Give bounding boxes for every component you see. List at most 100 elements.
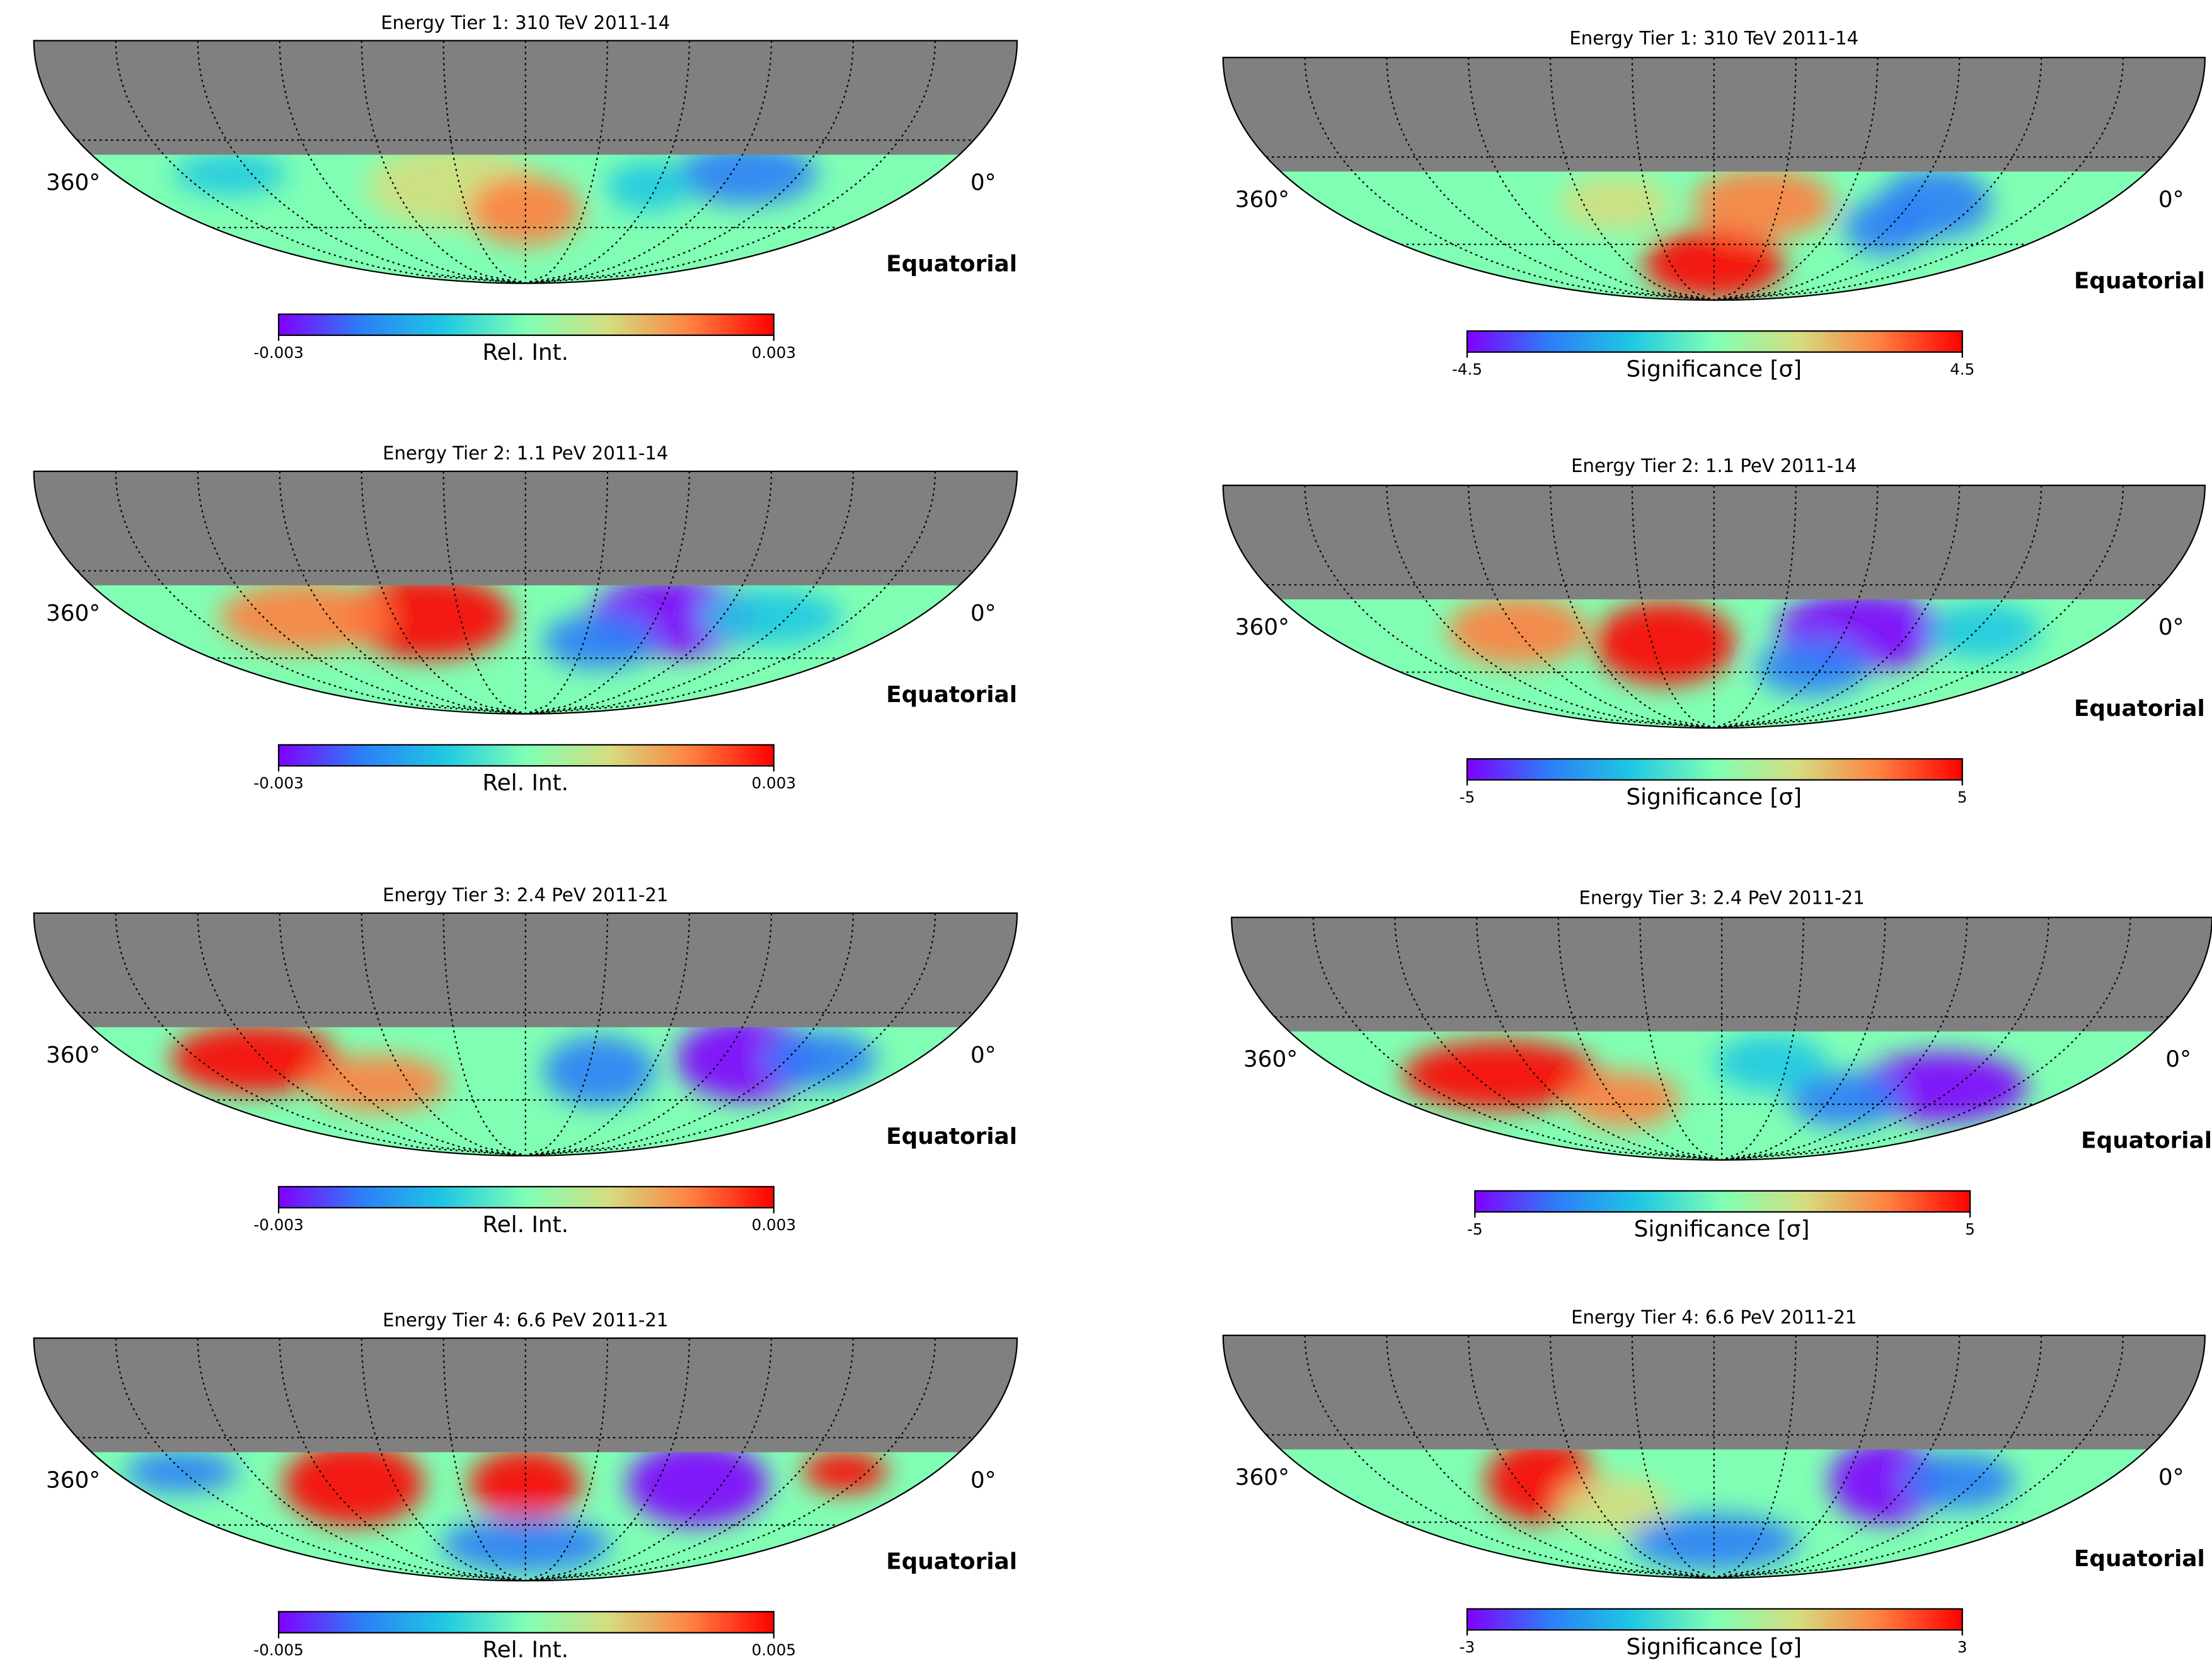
frame-label: Equatorial — [2074, 696, 2205, 722]
panel-title: Energy Tier 3: 2.4 PeV 2011-21 — [383, 884, 668, 906]
colorbar-label: Significance [σ] — [1626, 357, 1802, 383]
sky-feature — [170, 1023, 340, 1094]
colorbar-tick-label: 0.003 — [752, 774, 796, 792]
panel: Energy Tier 4: 6.6 PeV 2011-21 360° 0° Equa… — [33, 1310, 1018, 1663]
longitude-label: 0° — [971, 170, 996, 196]
map-outline — [33, 912, 1018, 1157]
sky-map — [1223, 1335, 2205, 1578]
longitude-label: 0° — [971, 601, 996, 626]
sky-texture — [1485, 1439, 2016, 1570]
colorbar-tick-label: -4.5 — [1452, 360, 1482, 379]
colorbar-tick-label: -0.003 — [253, 774, 303, 792]
sky-feature — [1629, 1513, 1799, 1570]
sky-feature — [1559, 175, 1673, 231]
sky-map — [33, 471, 1017, 714]
panel: Energy Tier 2: 1.1 PeV 2011-14 360° 0° Equa… — [33, 442, 1018, 796]
colorbar — [277, 1611, 775, 1634]
panel-title: Energy Tier 3: 2.4 PeV 2011-21 — [1579, 887, 1865, 909]
panel: Energy Tier 3: 2.4 PeV 2011-21 360° 0° Equa… — [33, 884, 1018, 1238]
frame-label: Equatorial — [886, 682, 1017, 708]
longitude-label: 0° — [2165, 1047, 2191, 1073]
colorbar-tick-label: 0.003 — [752, 1216, 796, 1234]
longitude-label: 360° — [1235, 614, 1289, 640]
colorbar-tick-label: 3 — [1957, 1638, 1967, 1656]
sky-feature — [1843, 199, 1928, 256]
colorbar-label: Rel. Int. — [483, 1212, 569, 1238]
sky-texture — [219, 575, 842, 669]
panel-title: Energy Tier 1: 310 TeV 2011-14 — [381, 12, 670, 33]
longitude-label: 360° — [46, 170, 100, 196]
sky-feature — [1788, 1071, 1901, 1127]
panel-title: Energy Tier 4: 6.6 PeV 2011-21 — [1571, 1306, 1857, 1328]
sky-feature — [125, 1450, 238, 1493]
graticule — [77, 471, 974, 714]
sky-feature — [219, 582, 389, 652]
map-outline — [1222, 57, 2206, 301]
sky-feature — [174, 153, 287, 195]
sky-feature — [307, 1054, 449, 1111]
sky-map — [33, 40, 1017, 284]
colorbar — [277, 1185, 775, 1209]
sky-map — [1223, 485, 2205, 729]
sky-feature — [441, 1516, 611, 1573]
longitude-label: 360° — [46, 1468, 100, 1494]
sky-texture — [174, 143, 817, 246]
sky-feature — [1692, 168, 1834, 238]
graticule — [77, 913, 974, 1156]
colorbar-tick-label: -5 — [1460, 788, 1475, 806]
sky-feature — [606, 161, 691, 212]
panel-title: Energy Tier 4: 6.6 PeV 2011-21 — [383, 1310, 668, 1331]
colorbar — [277, 313, 775, 337]
panel: Energy Tier 1: 310 TeV 2011-14 360° 0° Equa… — [1222, 27, 2206, 383]
sky-feature — [1927, 602, 2041, 659]
panel: Energy Tier 3: 2.4 PeV 2011-21 360° 0° Equa… — [1231, 887, 2212, 1242]
sky-feature — [1559, 1477, 1673, 1533]
sky-feature — [1714, 1035, 1828, 1092]
colorbar-label: Rel. Int. — [483, 340, 569, 366]
sky-feature — [469, 1448, 582, 1519]
frame-label: Equatorial — [2074, 268, 2205, 294]
longitude-label: 0° — [2158, 187, 2184, 212]
sky-feature — [1594, 601, 1736, 686]
graticule — [77, 40, 974, 284]
graticule — [1266, 485, 2162, 729]
colorbar — [277, 744, 775, 767]
colorbar-tick-label: 0.003 — [752, 343, 796, 362]
colorbar-tick-label: 5 — [1957, 788, 1967, 806]
sky-texture — [1447, 591, 2041, 696]
colorbar-tick-label: 4.5 — [1950, 360, 1974, 379]
colorbar-tick-label: -5 — [1467, 1220, 1483, 1238]
sky-texture — [1559, 168, 1991, 299]
sky-feature — [543, 613, 656, 669]
sky-feature — [764, 1030, 877, 1087]
colorbar — [1466, 330, 1963, 353]
sky-texture — [125, 1441, 888, 1573]
sky-feature — [543, 1035, 656, 1106]
frame-label: Equatorial — [2074, 1546, 2205, 1572]
colorbar — [1466, 1608, 1963, 1631]
colorbar-tick-label: -0.005 — [253, 1641, 303, 1659]
sky-feature — [1447, 596, 1589, 666]
map-outline — [1222, 484, 2206, 729]
sky-feature — [1829, 1439, 1942, 1523]
colorbar-tick-label: 5 — [1965, 1220, 1975, 1238]
sky-map — [1223, 57, 2205, 301]
colorbar-tick-label: -3 — [1460, 1638, 1475, 1656]
map-outline — [33, 470, 1018, 715]
frame-label: Equatorial — [2081, 1128, 2212, 1154]
colorbar-label: Significance [σ] — [1626, 1634, 1802, 1660]
panel: Energy Tier 2: 1.1 PeV 2011-14 360° 0° Equa… — [1222, 455, 2206, 810]
colorbar-label: Significance [σ] — [1634, 1216, 1810, 1242]
sky-feature — [282, 1441, 424, 1526]
longitude-label: 360° — [1235, 1465, 1289, 1490]
panel: Energy Tier 4: 6.6 PeV 2011-21 360° 0° Equa… — [1222, 1306, 2206, 1660]
map-outline — [33, 1337, 1018, 1582]
sky-feature — [676, 143, 817, 205]
longitude-label: 0° — [971, 1468, 996, 1494]
sky-feature — [1903, 1453, 2016, 1509]
colorbar-tick-label: -0.003 — [253, 343, 303, 362]
map-outline — [1231, 916, 2212, 1161]
graticule — [1274, 917, 2169, 1160]
